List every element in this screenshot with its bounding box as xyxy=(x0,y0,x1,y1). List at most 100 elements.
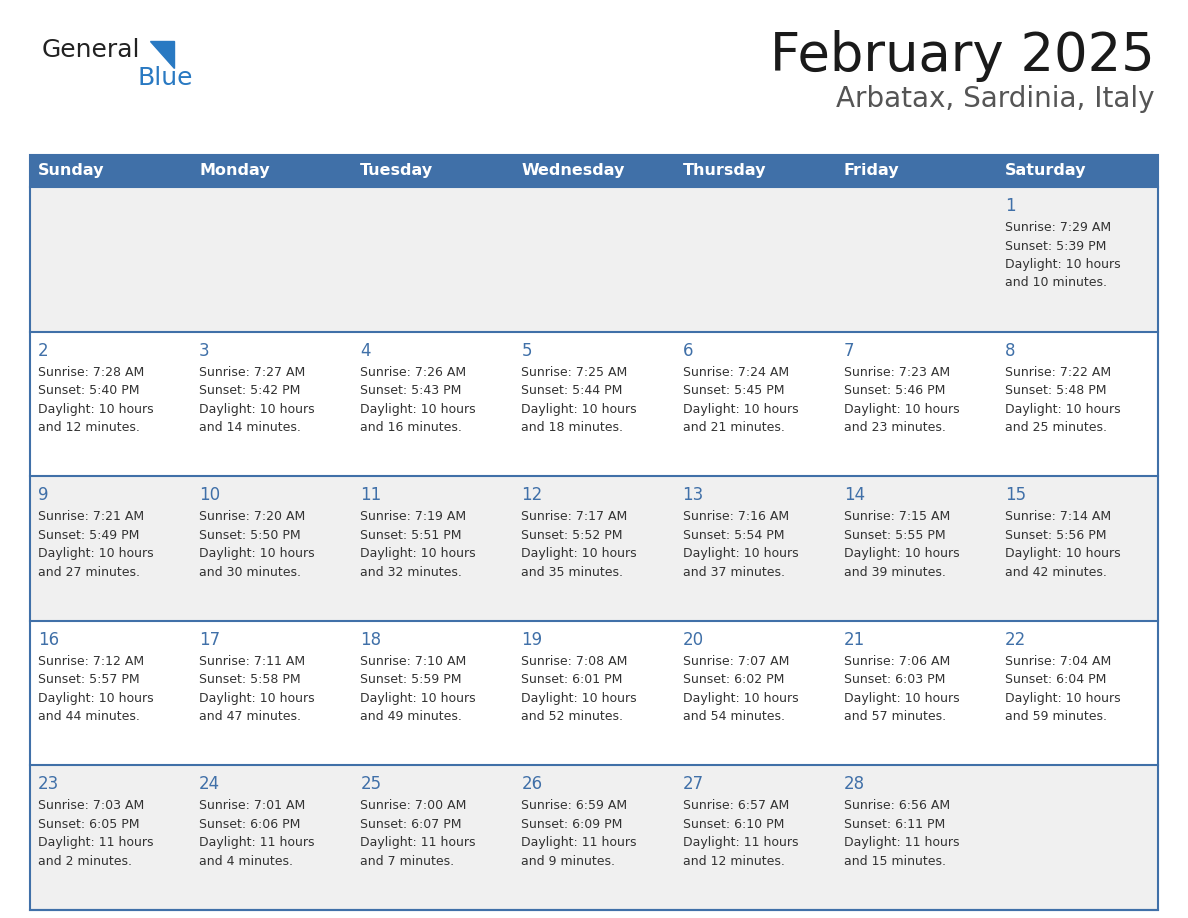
Bar xyxy=(835,187,997,331)
Text: and 39 minutes.: and 39 minutes. xyxy=(843,565,946,578)
Text: Daylight: 10 hours: Daylight: 10 hours xyxy=(1005,403,1120,416)
Text: Sunrise: 7:11 AM: Sunrise: 7:11 AM xyxy=(200,655,305,667)
Bar xyxy=(191,621,353,766)
Polygon shape xyxy=(150,41,173,68)
Text: 22: 22 xyxy=(1005,631,1026,649)
Text: Daylight: 10 hours: Daylight: 10 hours xyxy=(38,547,153,560)
Text: 8: 8 xyxy=(1005,341,1016,360)
Text: Blue: Blue xyxy=(137,66,192,90)
Text: 1: 1 xyxy=(1005,197,1016,215)
Text: Daylight: 10 hours: Daylight: 10 hours xyxy=(200,547,315,560)
Bar xyxy=(835,155,997,187)
Text: Sunset: 5:57 PM: Sunset: 5:57 PM xyxy=(38,673,140,687)
Bar xyxy=(997,621,1158,766)
Text: 9: 9 xyxy=(38,487,49,504)
Text: Sunset: 5:44 PM: Sunset: 5:44 PM xyxy=(522,384,623,397)
Text: Daylight: 11 hours: Daylight: 11 hours xyxy=(360,836,475,849)
Text: and 7 minutes.: and 7 minutes. xyxy=(360,855,455,868)
Text: Sunrise: 7:08 AM: Sunrise: 7:08 AM xyxy=(522,655,627,667)
Text: Tuesday: Tuesday xyxy=(360,163,434,178)
Text: Daylight: 10 hours: Daylight: 10 hours xyxy=(360,403,476,416)
Bar xyxy=(675,187,835,331)
Text: Daylight: 10 hours: Daylight: 10 hours xyxy=(38,692,153,705)
Text: 15: 15 xyxy=(1005,487,1026,504)
Text: Sunset: 5:46 PM: Sunset: 5:46 PM xyxy=(843,384,946,397)
Text: and 54 minutes.: and 54 minutes. xyxy=(683,711,784,723)
Text: 14: 14 xyxy=(843,487,865,504)
Text: and 9 minutes.: and 9 minutes. xyxy=(522,855,615,868)
Bar xyxy=(513,155,675,187)
Text: and 16 minutes.: and 16 minutes. xyxy=(360,421,462,434)
Text: Daylight: 10 hours: Daylight: 10 hours xyxy=(522,403,637,416)
Text: and 44 minutes.: and 44 minutes. xyxy=(38,711,140,723)
Bar xyxy=(835,476,997,621)
Bar xyxy=(191,476,353,621)
Text: Daylight: 10 hours: Daylight: 10 hours xyxy=(843,547,960,560)
Text: 28: 28 xyxy=(843,776,865,793)
Text: Sunset: 5:49 PM: Sunset: 5:49 PM xyxy=(38,529,139,542)
Text: Daylight: 10 hours: Daylight: 10 hours xyxy=(683,692,798,705)
Text: and 47 minutes.: and 47 minutes. xyxy=(200,711,301,723)
Text: Sunrise: 7:17 AM: Sunrise: 7:17 AM xyxy=(522,510,627,523)
Bar xyxy=(835,766,997,910)
Text: and 42 minutes.: and 42 minutes. xyxy=(1005,565,1107,578)
Text: Sunrise: 7:16 AM: Sunrise: 7:16 AM xyxy=(683,510,789,523)
Text: Sunset: 6:03 PM: Sunset: 6:03 PM xyxy=(843,673,946,687)
Bar xyxy=(997,766,1158,910)
Text: Sunrise: 7:10 AM: Sunrise: 7:10 AM xyxy=(360,655,467,667)
Text: Saturday: Saturday xyxy=(1005,163,1086,178)
Text: Daylight: 10 hours: Daylight: 10 hours xyxy=(683,547,798,560)
Bar xyxy=(513,187,675,331)
Text: and 57 minutes.: and 57 minutes. xyxy=(843,711,946,723)
Text: February 2025: February 2025 xyxy=(770,30,1155,82)
Text: Sunset: 5:48 PM: Sunset: 5:48 PM xyxy=(1005,384,1106,397)
Text: Sunrise: 7:00 AM: Sunrise: 7:00 AM xyxy=(360,800,467,812)
Bar xyxy=(675,331,835,476)
Text: Sunrise: 7:12 AM: Sunrise: 7:12 AM xyxy=(38,655,144,667)
Text: 16: 16 xyxy=(38,631,59,649)
Text: 2: 2 xyxy=(38,341,49,360)
Text: Daylight: 10 hours: Daylight: 10 hours xyxy=(360,692,476,705)
Text: Sunset: 6:06 PM: Sunset: 6:06 PM xyxy=(200,818,301,831)
Bar xyxy=(513,766,675,910)
Text: Daylight: 10 hours: Daylight: 10 hours xyxy=(1005,258,1120,271)
Text: Sunset: 6:04 PM: Sunset: 6:04 PM xyxy=(1005,673,1106,687)
Text: Daylight: 10 hours: Daylight: 10 hours xyxy=(843,692,960,705)
Text: 12: 12 xyxy=(522,487,543,504)
Text: and 4 minutes.: and 4 minutes. xyxy=(200,855,293,868)
Bar xyxy=(835,621,997,766)
Text: and 21 minutes.: and 21 minutes. xyxy=(683,421,784,434)
Text: 18: 18 xyxy=(360,631,381,649)
Text: and 27 minutes.: and 27 minutes. xyxy=(38,565,140,578)
Text: 25: 25 xyxy=(360,776,381,793)
Text: Sunrise: 7:24 AM: Sunrise: 7:24 AM xyxy=(683,365,789,378)
Text: 13: 13 xyxy=(683,487,703,504)
Bar xyxy=(675,621,835,766)
Text: Sunrise: 7:04 AM: Sunrise: 7:04 AM xyxy=(1005,655,1111,667)
Text: Daylight: 11 hours: Daylight: 11 hours xyxy=(522,836,637,849)
Bar xyxy=(353,766,513,910)
Bar xyxy=(997,476,1158,621)
Text: 21: 21 xyxy=(843,631,865,649)
Text: Sunrise: 7:15 AM: Sunrise: 7:15 AM xyxy=(843,510,950,523)
Text: Arbatax, Sardinia, Italy: Arbatax, Sardinia, Italy xyxy=(836,85,1155,113)
Text: Sunset: 5:56 PM: Sunset: 5:56 PM xyxy=(1005,529,1106,542)
Bar xyxy=(513,621,675,766)
Text: Sunset: 6:01 PM: Sunset: 6:01 PM xyxy=(522,673,623,687)
Text: Sunset: 5:55 PM: Sunset: 5:55 PM xyxy=(843,529,946,542)
Text: Daylight: 10 hours: Daylight: 10 hours xyxy=(360,547,476,560)
Bar xyxy=(30,621,191,766)
Text: 20: 20 xyxy=(683,631,703,649)
Text: and 10 minutes.: and 10 minutes. xyxy=(1005,276,1107,289)
Bar xyxy=(675,155,835,187)
Text: Sunrise: 7:14 AM: Sunrise: 7:14 AM xyxy=(1005,510,1111,523)
Bar xyxy=(513,331,675,476)
Text: and 30 minutes.: and 30 minutes. xyxy=(200,565,301,578)
Text: Daylight: 11 hours: Daylight: 11 hours xyxy=(38,836,153,849)
Text: and 32 minutes.: and 32 minutes. xyxy=(360,565,462,578)
Text: Sunset: 6:10 PM: Sunset: 6:10 PM xyxy=(683,818,784,831)
Bar xyxy=(353,155,513,187)
Text: Daylight: 11 hours: Daylight: 11 hours xyxy=(200,836,315,849)
Text: Sunrise: 7:01 AM: Sunrise: 7:01 AM xyxy=(200,800,305,812)
Text: Sunset: 5:59 PM: Sunset: 5:59 PM xyxy=(360,673,462,687)
